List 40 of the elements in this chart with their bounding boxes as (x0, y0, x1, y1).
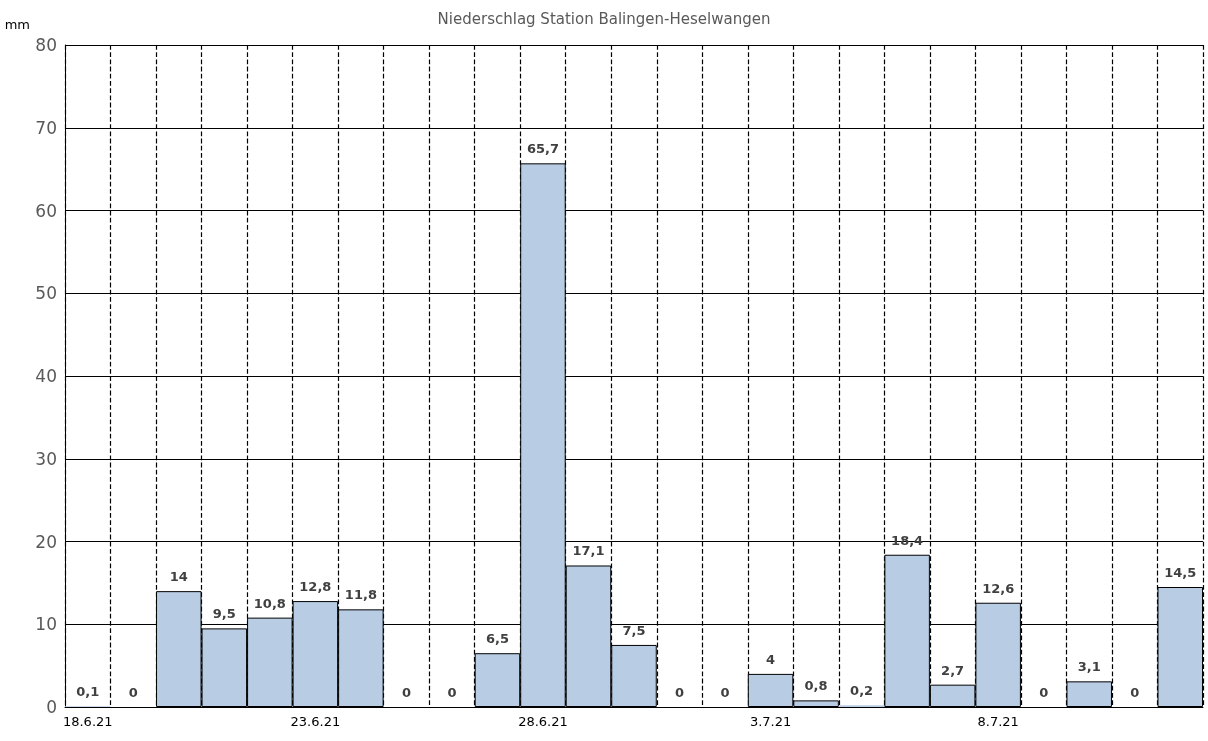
data-label: 12,6 (982, 580, 1015, 596)
data-label: 0 (720, 685, 730, 700)
y-tick-label: 10 (35, 614, 57, 635)
y-tick-label: 80 (35, 35, 57, 55)
data-label: 3,1 (1077, 659, 1101, 675)
data-label: 0 (447, 685, 457, 700)
data-label: 0 (675, 685, 685, 700)
x-tick-label: 18.6.21 (62, 714, 113, 729)
x-tick-label: 23.6.21 (290, 714, 341, 729)
y-tick-label: 30 (35, 448, 57, 469)
chart-title: Niederschlag Station Balingen-Heselwangen (437, 9, 771, 28)
x-tick-label: 3.7.21 (749, 714, 792, 729)
y-tick-label: 20 (35, 531, 57, 552)
data-label: 0,2 (850, 683, 874, 699)
data-label: 4 (766, 651, 776, 667)
data-label: 11,8 (344, 587, 377, 603)
y-tick-label: 70 (35, 117, 57, 138)
y-tick-label: 50 (35, 283, 57, 304)
data-label: 0 (1130, 685, 1140, 700)
data-label: 2,7 (941, 662, 965, 678)
y-tick-label: 40 (35, 366, 57, 386)
x-tick-label: 28.6.21 (518, 714, 568, 729)
data-label: 0 (128, 685, 138, 700)
data-label: 7,5 (622, 622, 646, 638)
data-label: 0,8 (804, 678, 828, 694)
data-label: 0,1 (76, 684, 100, 700)
data-label: 0 (1039, 685, 1049, 700)
y-tick-label: 60 (35, 200, 57, 221)
data-label: 6,5 (485, 631, 509, 647)
data-label: 10,8 (253, 595, 286, 611)
data-label: 65,7 (526, 141, 559, 157)
x-tick-label: 8.7.21 (977, 714, 1019, 729)
data-label: 14,5 (1164, 565, 1197, 581)
data-label: 0 (401, 685, 411, 700)
data-label: 12,8 (299, 579, 332, 595)
data-label: 14 (169, 569, 188, 585)
data-label: 9,5 (212, 606, 236, 622)
y-axis-title: mm (4, 17, 30, 32)
data-label: 17,1 (572, 543, 605, 559)
y-tick-label: 0 (46, 697, 57, 717)
